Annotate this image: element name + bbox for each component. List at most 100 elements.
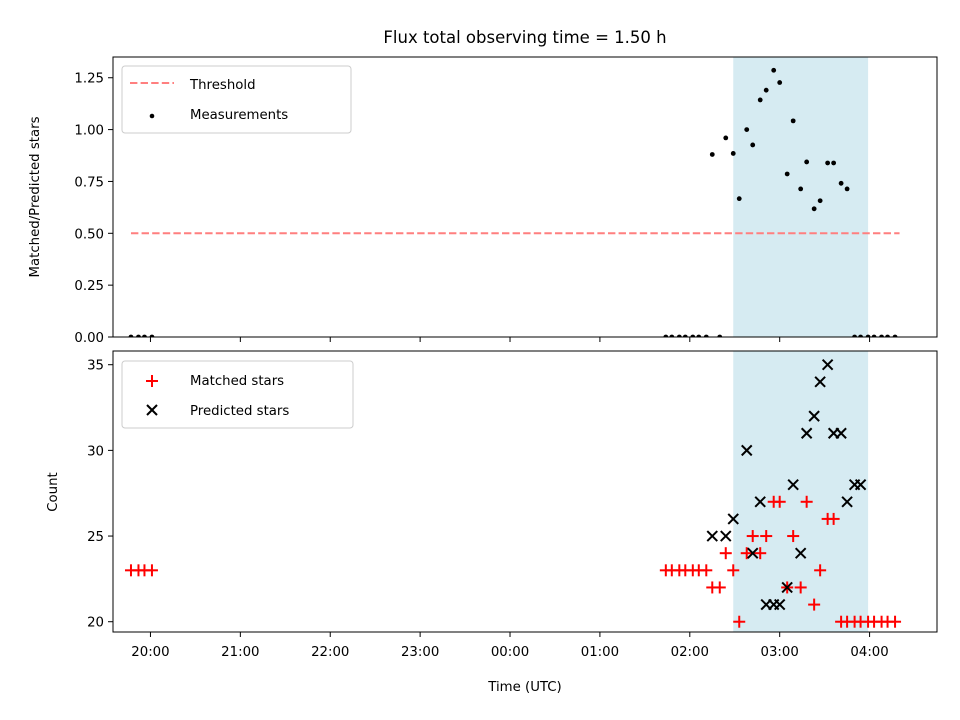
figure-title: Flux total observing time = 1.50 h — [383, 28, 666, 47]
x-tick-label: 04:00 — [850, 645, 888, 660]
measurement-point — [696, 334, 702, 337]
matched-star-marker — [713, 581, 726, 594]
predicted-star-marker — [800, 427, 813, 439]
measurement-point — [128, 334, 134, 337]
matched-star-marker — [814, 564, 827, 577]
measurement-point — [709, 152, 715, 157]
measurement-point — [703, 334, 709, 337]
predicted-star-marker — [720, 530, 732, 542]
matched-star-marker — [754, 547, 767, 560]
measurement-point — [865, 334, 871, 337]
measurement-point — [744, 127, 750, 132]
legend-predicted-label: Predicted stars — [190, 404, 289, 419]
measurement-point — [831, 160, 837, 166]
observing-span-rect — [733, 57, 869, 337]
measurement-point — [825, 160, 831, 166]
legend-predicted-swatch — [146, 404, 158, 416]
measurement-point — [892, 334, 898, 337]
matched-star-marker — [145, 564, 158, 577]
bottom-y-axis-label: Count — [46, 472, 61, 512]
measurement-point — [723, 135, 729, 141]
measurement-point — [736, 196, 742, 202]
measurement-point — [771, 67, 777, 73]
top-legend: Threshold Measurements — [121, 65, 352, 134]
measurement-point — [136, 334, 141, 337]
predicted-star-marker — [773, 598, 786, 611]
x-tick-label: 03:00 — [761, 645, 799, 660]
predicted-star-marker — [727, 513, 739, 525]
measurement-point — [871, 334, 877, 337]
measurement-point — [817, 198, 823, 204]
measurement-point — [798, 186, 804, 192]
bottom-axes: 20:00 21:00 22:00 23:00 00:00 01:00 02:00 03:00… — [46, 350, 938, 695]
matched-star-marker — [773, 495, 786, 508]
bottom-legend-box — [121, 360, 354, 429]
measurement-point — [858, 334, 863, 337]
predicted-star-marker — [814, 376, 826, 388]
bottom-y-ticks: 20 25 30 35 — [87, 359, 113, 631]
measurement-point — [879, 334, 884, 337]
x-axis-label: Time (UTC) — [487, 680, 562, 695]
matched-star-marker — [760, 530, 773, 543]
predicted-star-marker — [781, 581, 793, 594]
x-tick-label: 01:00 — [581, 645, 619, 660]
matched-star-marker — [727, 564, 740, 577]
top-x-ticks — [149, 337, 871, 342]
y-tick-label: 0.50 — [74, 227, 104, 242]
measurement-point — [784, 171, 790, 177]
measurement-point — [763, 87, 769, 93]
top-legend-box — [121, 65, 352, 134]
matched-star-marker — [740, 547, 753, 560]
measurement-point — [717, 334, 723, 337]
predicted-star-marker — [794, 547, 807, 559]
measurement-point — [804, 159, 810, 165]
bottom-legend: Matched stars Predicted stars — [121, 360, 354, 429]
predicted-star-marker — [741, 444, 753, 457]
y-tick-label: 20 — [87, 616, 104, 631]
y-tick-label: 0.00 — [74, 331, 104, 346]
predicted-star-marker — [854, 478, 867, 491]
matched-star-marker — [787, 530, 800, 543]
matched-star-marker — [827, 512, 840, 525]
predicted-star-marker — [747, 547, 759, 559]
measurement-point — [669, 334, 675, 337]
predicted-star-marker — [754, 496, 766, 508]
x-tick-label: 20:00 — [131, 645, 169, 660]
matched-star-marker — [889, 615, 902, 628]
matched-star-marker — [800, 495, 813, 508]
y-tick-label: 0.25 — [74, 279, 104, 294]
measurement-point — [730, 151, 736, 156]
x-tick-label: 21:00 — [221, 645, 259, 660]
x-tick-label: 22:00 — [311, 645, 349, 660]
top-axes-frame — [112, 56, 938, 338]
measurement-point — [811, 206, 817, 212]
x-tick-label: 02:00 — [671, 645, 709, 660]
measurement-point — [690, 334, 696, 337]
matched-star-marker — [700, 564, 713, 577]
matched-star-marker — [733, 615, 746, 628]
top-observing-span — [733, 57, 869, 337]
x-tick-label: 00:00 — [491, 645, 529, 660]
bottom-x-ticks: 20:00 21:00 22:00 23:00 00:00 01:00 02:00 03:00… — [131, 632, 889, 660]
legend-matched-label: Matched stars — [190, 374, 284, 389]
predicted-star-marker — [835, 427, 847, 439]
legend-matched-swatch — [146, 375, 158, 387]
measurement-point — [852, 334, 857, 337]
legend-measurements-swatch — [149, 113, 155, 119]
measurement-point — [777, 80, 783, 85]
legend-measurements-label: Measurements — [190, 108, 288, 123]
top-y-axis-label: Matched/Predicted stars — [28, 116, 43, 277]
bottom-axes-frame — [112, 350, 938, 633]
predicted-star-marker — [841, 496, 853, 508]
measurement-point — [663, 334, 669, 337]
measurement-point — [757, 97, 763, 103]
measurement-point — [149, 334, 155, 337]
measurement-point — [750, 142, 756, 148]
top-y-ticks: 0.00 0.25 0.50 0.75 1.00 1.25 — [74, 72, 113, 346]
measurement-point — [885, 334, 890, 337]
predicted-star-marker — [787, 478, 799, 491]
y-tick-label: 1.00 — [74, 124, 104, 139]
measurement-point — [676, 334, 682, 337]
y-tick-label: 1.25 — [74, 72, 104, 87]
